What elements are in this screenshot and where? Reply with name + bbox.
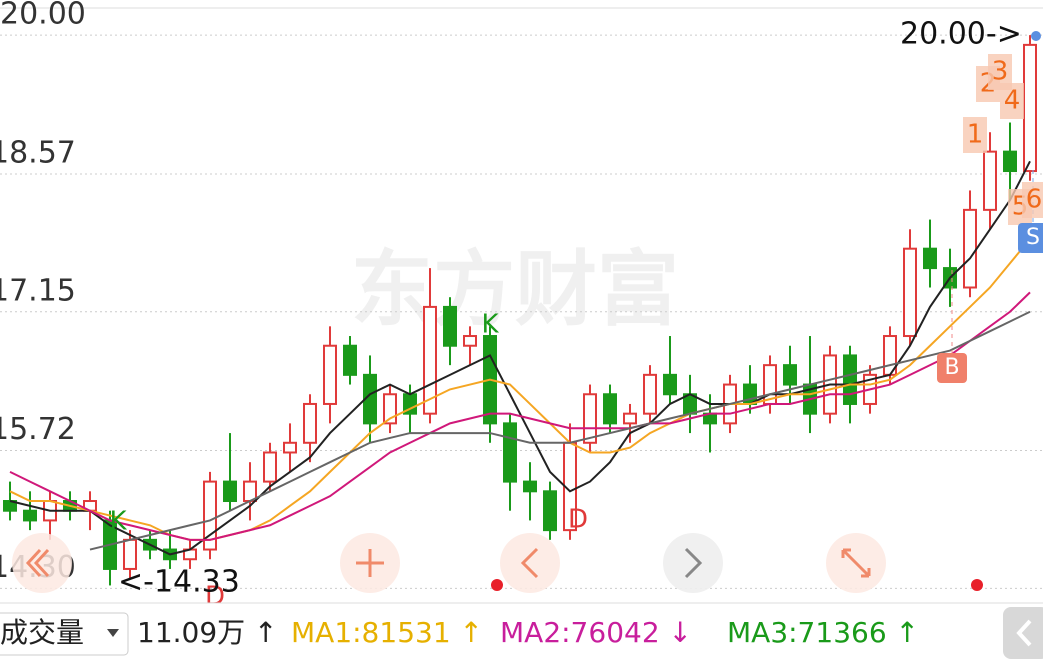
candle-body [343,344,357,376]
candle-body [903,247,917,338]
ma-line [89,310,1031,551]
candle-body [543,490,557,532]
candle-body [963,208,977,289]
candle-body [443,305,457,347]
icon [25,548,50,578]
icon [520,547,539,579]
y-tick-label: 20.00 [0,0,86,32]
candle-body [843,354,857,405]
signal-bg [937,353,967,383]
ma1: MA1:81531 ↑ [291,616,483,649]
annotation: K [481,310,499,340]
candle-body [583,393,597,444]
annotation: D [568,505,588,535]
annotation: 1 [967,120,984,150]
ma-line [9,160,1031,556]
btn-next[interactable] [663,533,723,593]
annotation: <-14.33 [118,565,240,600]
candle-body [283,441,297,454]
candle-body [523,480,537,493]
candle-body [623,412,637,425]
signal-bg [1018,223,1043,253]
candle-body [603,393,617,425]
toolbar [0,603,1043,662]
candle-body [1003,150,1017,173]
annotation: 4 [1004,86,1021,116]
y-tick-label: 18.57 [0,135,76,170]
annotation: 20.00-> [900,17,1022,52]
btn-rewind[interactable] [12,533,72,593]
volume-value: 11.09万 ↑ [137,616,278,649]
annotation: 3 [992,57,1009,87]
nav-buttons[interactable] [12,533,983,593]
ma2: MA2:76042 ↓ [500,616,692,649]
signal-bg [1022,182,1043,218]
candle-body [1023,43,1037,173]
annotation: B [944,355,959,380]
icon [841,548,871,578]
candle-body [303,402,317,444]
btn-prev[interactable] [500,533,560,593]
dropdown-arrow [107,629,119,637]
ma3: MA3:71366 ↑ [727,616,919,649]
collapse-btn[interactable] [1003,607,1043,659]
candle-body [783,364,797,386]
candle-body [923,247,937,270]
watermark: 东方财富 [351,242,679,337]
candle-body [223,480,237,503]
annotation: 6 [1026,185,1043,215]
candle-body [23,509,37,522]
high-dot [1031,31,1041,41]
candle-body [983,150,997,211]
y-tick-label: 17.15 [0,273,76,308]
candle-body [323,344,337,405]
candle-body [663,373,677,396]
icon [684,547,703,579]
ma-line [9,291,1031,541]
indicator-label: 成交量 [0,616,84,649]
candle-body [643,373,657,415]
dot [491,579,503,591]
candle-body [463,335,477,347]
icon [1016,619,1032,647]
candle-body [503,422,517,483]
signal-bg [1000,83,1024,119]
icon [356,549,384,577]
dot [971,579,983,591]
signal-bg [963,117,987,153]
y-tick-label: 15.72 [0,412,76,447]
candle-body [263,451,277,483]
indicator-select[interactable] [0,612,129,656]
annotation: K [109,507,127,537]
annotation: S [1026,225,1040,250]
